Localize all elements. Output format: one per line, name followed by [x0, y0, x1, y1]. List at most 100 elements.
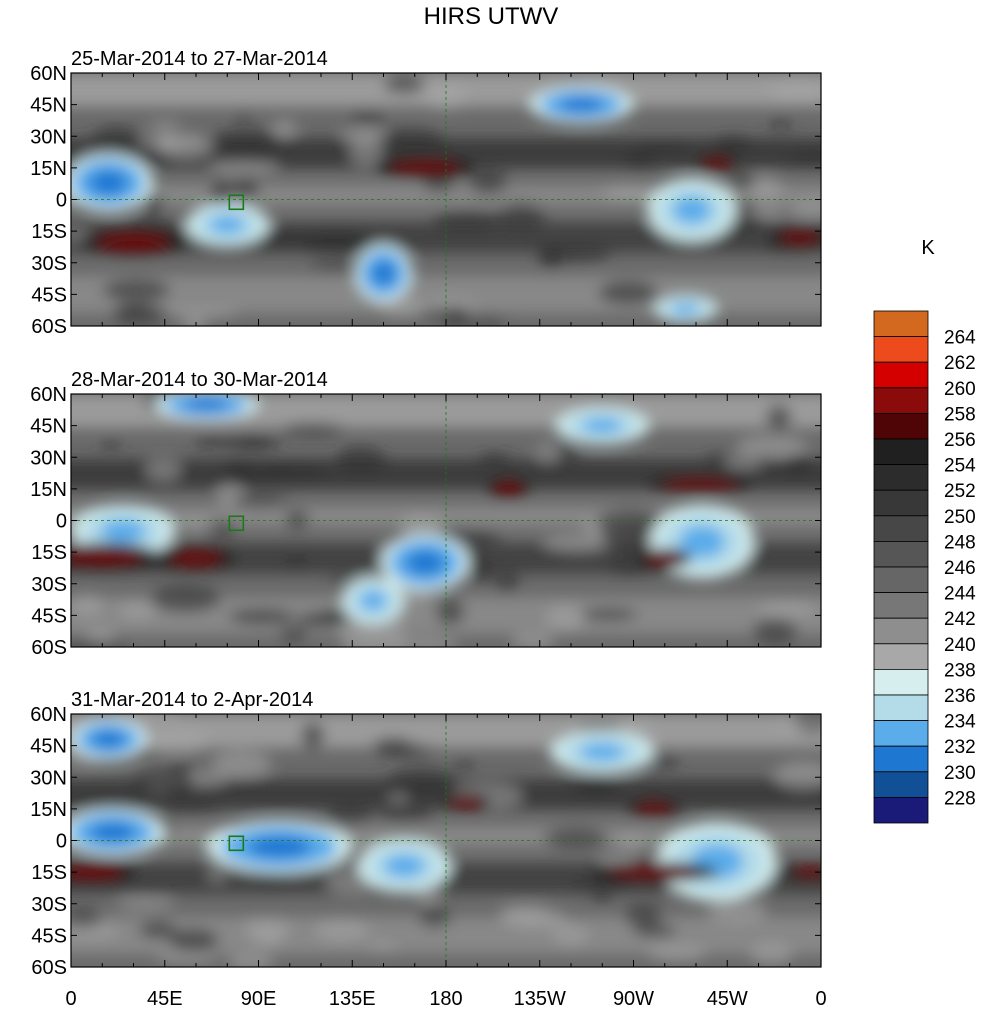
field-texture	[647, 944, 707, 962]
colorbar-label: 238	[944, 660, 976, 681]
field-texture	[707, 899, 767, 923]
moist-core	[370, 260, 397, 287]
field-texture	[387, 767, 456, 794]
field-texture	[600, 523, 664, 552]
field-texture	[372, 742, 435, 757]
field-texture	[116, 897, 175, 910]
field-texture	[314, 919, 370, 942]
colorbar-label: 250	[944, 507, 976, 528]
field-texture	[468, 561, 494, 585]
field-texture	[136, 136, 207, 150]
colorbar-label: 232	[944, 737, 976, 758]
x-tick-label: 0	[65, 988, 76, 1010]
colorbar-label: 228	[944, 788, 976, 809]
field-texture	[115, 304, 152, 313]
colorbar-label: 240	[944, 635, 976, 656]
field-texture	[212, 128, 280, 149]
field-texture	[435, 597, 465, 626]
field-texture	[227, 953, 275, 967]
field-texture	[283, 557, 310, 567]
field-texture	[775, 720, 821, 730]
field-texture	[278, 625, 308, 642]
dry-region	[493, 482, 524, 496]
field-texture	[494, 572, 520, 595]
field-texture	[281, 422, 345, 436]
dry-region	[71, 547, 144, 565]
colorbar-box	[873, 694, 929, 722]
field-texture	[768, 116, 793, 130]
colorbar-label: 262	[944, 353, 976, 374]
marker-box	[228, 194, 245, 211]
dry-region	[635, 803, 674, 815]
field-texture	[501, 908, 568, 930]
colorbar-labels: 264 262 260 258 256 254 252 250 248 246 244 242 240 2…	[944, 328, 976, 810]
colorbar-label: 252	[944, 481, 976, 502]
field-texture	[300, 721, 325, 750]
dry-region	[389, 161, 461, 175]
colorbar-box	[873, 412, 929, 440]
y-tick-label: 15N	[30, 479, 67, 501]
field-texture	[638, 141, 689, 153]
field-texture	[265, 462, 329, 478]
field-texture	[569, 880, 632, 890]
field-texture	[765, 404, 792, 431]
dry-region	[779, 231, 821, 244]
field-texture	[168, 927, 219, 953]
field-texture	[251, 229, 310, 248]
field-texture	[228, 608, 296, 626]
dry-region	[168, 551, 224, 566]
field-texture	[735, 435, 808, 458]
y-tick-label: 15N	[30, 799, 67, 821]
field-texture	[150, 584, 222, 613]
panel-subtitle: 25-Mar-2014 to 27-Mar-2014	[71, 48, 328, 70]
field-texture	[301, 234, 370, 255]
field-texture	[383, 74, 426, 94]
field-texture	[71, 923, 120, 940]
field-texture	[497, 201, 546, 228]
y-tick-label: 60N	[30, 63, 67, 85]
x-tick-label: 90E	[241, 988, 277, 1010]
field-texture	[210, 178, 232, 207]
colorbar-box	[873, 515, 929, 542]
y-tick-label: 45S	[31, 925, 67, 947]
moist-core	[183, 397, 230, 412]
moist-core	[208, 215, 246, 235]
field-texture	[542, 534, 613, 553]
field-texture	[399, 513, 445, 539]
field-texture	[193, 434, 227, 448]
moist-core	[89, 821, 136, 843]
y-tick-label: 0	[56, 190, 67, 212]
field-texture	[241, 436, 269, 445]
panels-group: 25-Mar-2014 to 27-Mar-201460N45N30N15N01…	[30, 48, 822, 979]
colorbar-label: 264	[944, 328, 976, 349]
field-texture	[376, 808, 434, 824]
colorbar-box	[873, 464, 929, 491]
colorbar-label: 242	[944, 609, 976, 630]
x-tick-label: 180	[429, 988, 462, 1010]
colorbar-box	[873, 592, 929, 619]
y-tick-label: 45S	[31, 605, 67, 627]
x-tick-label: 45W	[707, 988, 748, 1010]
colorbar-label: 260	[944, 379, 976, 400]
field-texture	[210, 751, 272, 778]
field-texture	[375, 127, 444, 151]
moist-core	[558, 96, 605, 113]
x-tick-label: 90W	[613, 988, 654, 1010]
field-texture	[285, 509, 310, 529]
field-texture	[206, 868, 228, 881]
field-texture	[422, 175, 456, 193]
moist-core	[383, 854, 425, 878]
dry-region	[662, 479, 738, 490]
field-texture	[231, 495, 291, 509]
y-tick-label: 30N	[30, 447, 67, 469]
field-texture	[727, 173, 756, 192]
moist-core	[359, 590, 387, 612]
colorbar-label: 258	[944, 404, 976, 425]
field-texture	[369, 942, 398, 952]
field-texture	[147, 121, 182, 130]
field-texture	[632, 924, 678, 938]
field-texture	[388, 793, 409, 804]
field-texture	[167, 308, 239, 319]
colorbar-box	[873, 797, 929, 824]
y-tick-label: 45S	[31, 284, 67, 306]
